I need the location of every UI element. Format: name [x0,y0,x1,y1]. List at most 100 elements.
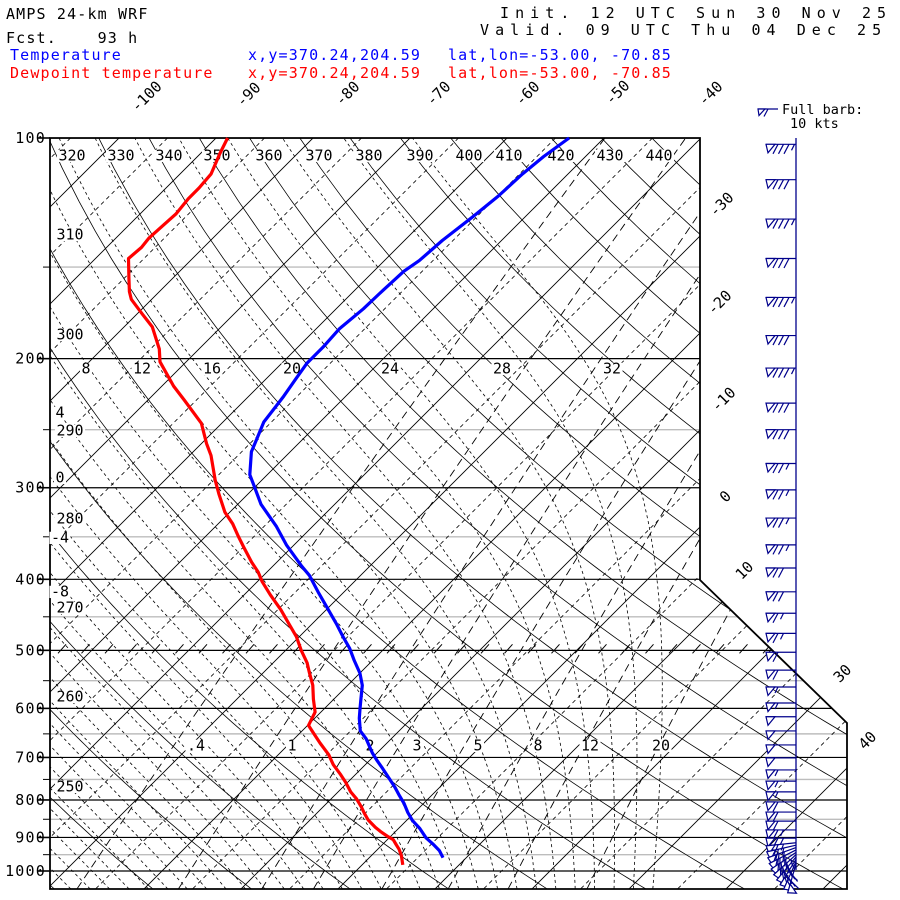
wind-barb [765,429,796,440]
svg-text:260: 260 [56,688,83,706]
svg-text:0: 0 [55,469,64,487]
wind-barb [765,257,796,269]
svg-text:30: 30 [830,661,856,687]
svg-text:400: 400 [15,570,46,588]
dewpoint-xy-value: x,y=370.24,204.59 [248,64,422,82]
svg-text:320: 320 [58,147,85,165]
svg-text:-60: -60 [512,78,544,110]
temperature-legend-label: Temperature [10,46,122,64]
svg-text:100: 100 [15,129,46,147]
svg-text:20: 20 [652,737,670,755]
wind-barb [765,632,796,644]
svg-text:310: 310 [56,226,83,244]
svg-text:900: 900 [15,828,46,846]
svg-text:290: 290 [56,422,83,440]
svg-text:340: 340 [155,147,182,165]
svg-text:12: 12 [133,360,151,378]
wind-barb [765,462,796,474]
wind-barb [765,769,796,780]
svg-text:1000: 1000 [5,862,46,880]
svg-text:40: 40 [855,728,881,754]
svg-text:390: 390 [406,147,433,165]
dewpoint-legend-label: Dewpoint temperature [10,64,214,82]
svg-text:-8: -8 [51,583,69,601]
wind-barb [765,757,796,768]
svg-text:4: 4 [55,404,64,422]
background-lines [50,138,847,889]
pressure-axis-labels: 100 200 300 400 500 600 700 800 900 1000 [5,129,50,880]
wind-barb-column [765,138,797,870]
valid-time: Valid. 09 UTC Thu 04 Dec 25 [480,21,888,39]
svg-text:280: 280 [56,510,83,528]
svg-text:-50: -50 [602,77,634,109]
plot-border [49,137,848,890]
wind-barb [765,367,796,378]
svg-text:-4: -4 [51,529,69,547]
svg-text:410: 410 [495,147,522,165]
wind-barb [765,591,796,602]
svg-text:430: 430 [596,147,623,165]
wind-barb-legend: Full barb:10 kts [757,102,863,132]
wind-barb [765,686,796,697]
svg-text:-40: -40 [695,78,727,110]
wind-barb [786,863,800,894]
wind-barb [765,791,796,802]
wind-barb [765,811,796,822]
wind-barb [765,651,796,663]
wind-barb [765,829,796,840]
svg-text:-100: -100 [127,77,165,115]
svg-text:440: 440 [645,147,672,165]
wind-barb [765,179,796,190]
svg-text:420: 420 [547,147,574,165]
svg-text:10: 10 [732,558,758,584]
temperature-latlon-value: lat,lon=-53.00, -70.85 [448,46,672,64]
line-family-labels: 320 330 340 350 360 370 380 390 400 410 420 430 4403… [49,147,675,796]
init-time: Init. 12 UTC Sun 30 Nov 25 [500,4,893,22]
wind-barb [765,780,796,791]
wind-barb [765,402,796,413]
svg-text:700: 700 [15,748,46,766]
temperature-xy-value: x,y=370.24,204.59 [248,46,422,64]
wind-barb [765,844,797,862]
svg-text:12: 12 [581,737,599,755]
wind-barb [765,517,796,528]
model-title: AMPS 24-km WRF [6,5,149,23]
svg-text:500: 500 [15,641,46,659]
svg-text:600: 600 [15,699,46,717]
svg-text:-10: -10 [708,384,740,416]
svg-text:8: 8 [81,360,90,378]
svg-text:360: 360 [255,147,282,165]
svg-text:-90: -90 [233,79,265,111]
svg-text:20: 20 [283,360,301,378]
svg-text:Full barb:: Full barb: [782,102,863,118]
forecast-hour: Fcst. 93 h [6,29,139,47]
svg-text:250: 250 [56,778,83,796]
svg-text:370: 370 [305,147,332,165]
temperature-curve [248,136,571,859]
svg-text:5: 5 [473,737,482,755]
wind-barb [765,567,796,578]
wind-barb [765,544,796,555]
wind-barb [765,716,796,727]
svg-text:8: 8 [533,737,542,755]
wind-barb [765,669,796,680]
wind-barb [765,744,796,755]
svg-text:16: 16 [203,360,221,378]
svg-text:-30: -30 [706,189,738,221]
svg-text:3: 3 [412,737,421,755]
svg-text:-70: -70 [423,78,455,110]
svg-text:300: 300 [15,479,46,497]
svg-text:800: 800 [15,791,46,809]
wind-barb [765,801,796,812]
svg-text:24: 24 [381,360,399,378]
svg-text:200: 200 [15,350,46,368]
wind-barb [765,702,796,713]
dewpoint-latlon-value: lat,lon=-53.00, -70.85 [448,64,672,82]
wind-barb [765,730,796,741]
svg-text:300: 300 [56,326,83,344]
wind-barb [765,489,796,500]
svg-text:380: 380 [355,147,382,165]
svg-text:330: 330 [107,147,134,165]
